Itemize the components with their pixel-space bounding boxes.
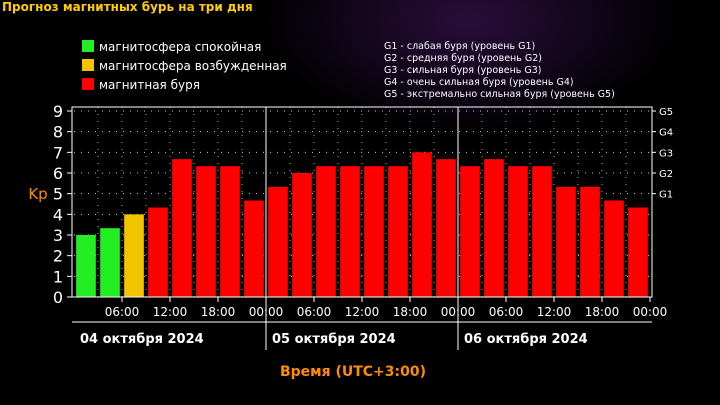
page-title: Прогноз магнитных бурь на три дня: [2, 0, 253, 14]
storm-level-g5: G5 - экстремально сильная буря (уровень …: [384, 89, 615, 100]
kp-bar: [460, 166, 480, 297]
kp-bar: [628, 207, 648, 297]
kp-bar: [124, 214, 144, 297]
legend-label-storm: магнитная буря: [99, 78, 200, 92]
x-tick-label: 12:00: [153, 305, 188, 319]
kp-bar: [436, 159, 456, 297]
kp-bar: [316, 166, 336, 297]
x-tick-label: 06:00: [489, 305, 524, 319]
y-tick-label: 9: [53, 102, 63, 121]
g-tick-label: G2: [659, 169, 673, 180]
kp-bar: [340, 166, 360, 297]
legend-swatch-storm: [82, 78, 94, 90]
legend-label-active: магнитосфера возбужденная: [99, 59, 287, 73]
legend-swatch-quiet: [82, 40, 94, 52]
storm-level-g4: G4 - очень сильная буря (уровень G4): [384, 77, 574, 88]
kp-bar: [268, 186, 288, 297]
x-tick-label: 18:00: [393, 305, 428, 319]
kp-bar: [220, 166, 240, 297]
kp-bar: [172, 159, 192, 297]
x-tick-label: 12:00: [345, 305, 380, 319]
kp-bar: [604, 200, 624, 297]
legend: магнитосфера спокойная магнитосфера возб…: [82, 40, 287, 92]
x-tick-label: 00:00: [633, 305, 668, 319]
kp-bar: [244, 200, 264, 297]
storm-level-g3: G3 - сильная буря (уровень G3): [384, 65, 542, 76]
kp-bar: [100, 228, 120, 297]
kp-bar: [580, 186, 600, 297]
legend-label-quiet: магнитосфера спокойная: [99, 40, 261, 54]
kp-bar: [364, 166, 384, 297]
kp-bar: [292, 173, 312, 297]
day-label: 06 октября 2024: [464, 332, 588, 347]
y-tick-label: 4: [53, 205, 63, 224]
y-tick-label: 3: [53, 226, 63, 245]
g-tick-label: G1: [659, 190, 673, 201]
y-tick-label: 7: [53, 143, 63, 162]
day-label: 04 октября 2024: [80, 332, 204, 347]
y-axis-label: Kp: [28, 185, 47, 203]
kp-bar: [148, 207, 168, 297]
grid: [74, 107, 652, 297]
y-tick-label: 5: [53, 185, 63, 204]
x-tick-label: 18:00: [201, 305, 236, 319]
day-label: 05 октября 2024: [272, 332, 396, 347]
kp-bar: [388, 166, 408, 297]
storm-level-g2: G2 - средняя буря (уровень G2): [384, 53, 542, 64]
x-tick-label: 12:00: [537, 305, 572, 319]
kp-bar: [556, 186, 576, 297]
x-tick-label: 06:00: [297, 305, 332, 319]
g-tick-label: G3: [659, 148, 673, 159]
legend-swatch-active: [82, 59, 94, 71]
kp-bar: [532, 166, 552, 297]
y-tick-label: 8: [53, 123, 63, 142]
kp-bar: [412, 152, 432, 297]
storm-level-g1: G1 - слабая буря (уровень G1): [384, 41, 535, 52]
y-tick-label: 0: [53, 288, 63, 307]
kp-bar: [76, 235, 96, 297]
storm-level-legend: G1 - слабая буря (уровень G1) G2 - средн…: [384, 41, 615, 100]
kp-bar: [508, 166, 528, 297]
g-tick-label: G5: [659, 107, 673, 118]
y-tick-label: 1: [53, 267, 63, 286]
kp-bar: [484, 159, 504, 297]
x-tick-label: 18:00: [585, 305, 620, 319]
g-tick-label: G4: [659, 128, 673, 139]
x-axis-label: Время (UTC+3:00): [280, 364, 426, 380]
axes: 0 12 3 45 6 78 9 G1 G2 G3 G4 G5 06:00 12:00 18:00 00:00…: [53, 102, 673, 350]
x-tick-label: 06:00: [105, 305, 140, 319]
kp-bar: [196, 166, 216, 297]
y-tick-label: 6: [53, 164, 63, 183]
y-tick-label: 2: [53, 247, 63, 266]
bars: [76, 152, 648, 297]
